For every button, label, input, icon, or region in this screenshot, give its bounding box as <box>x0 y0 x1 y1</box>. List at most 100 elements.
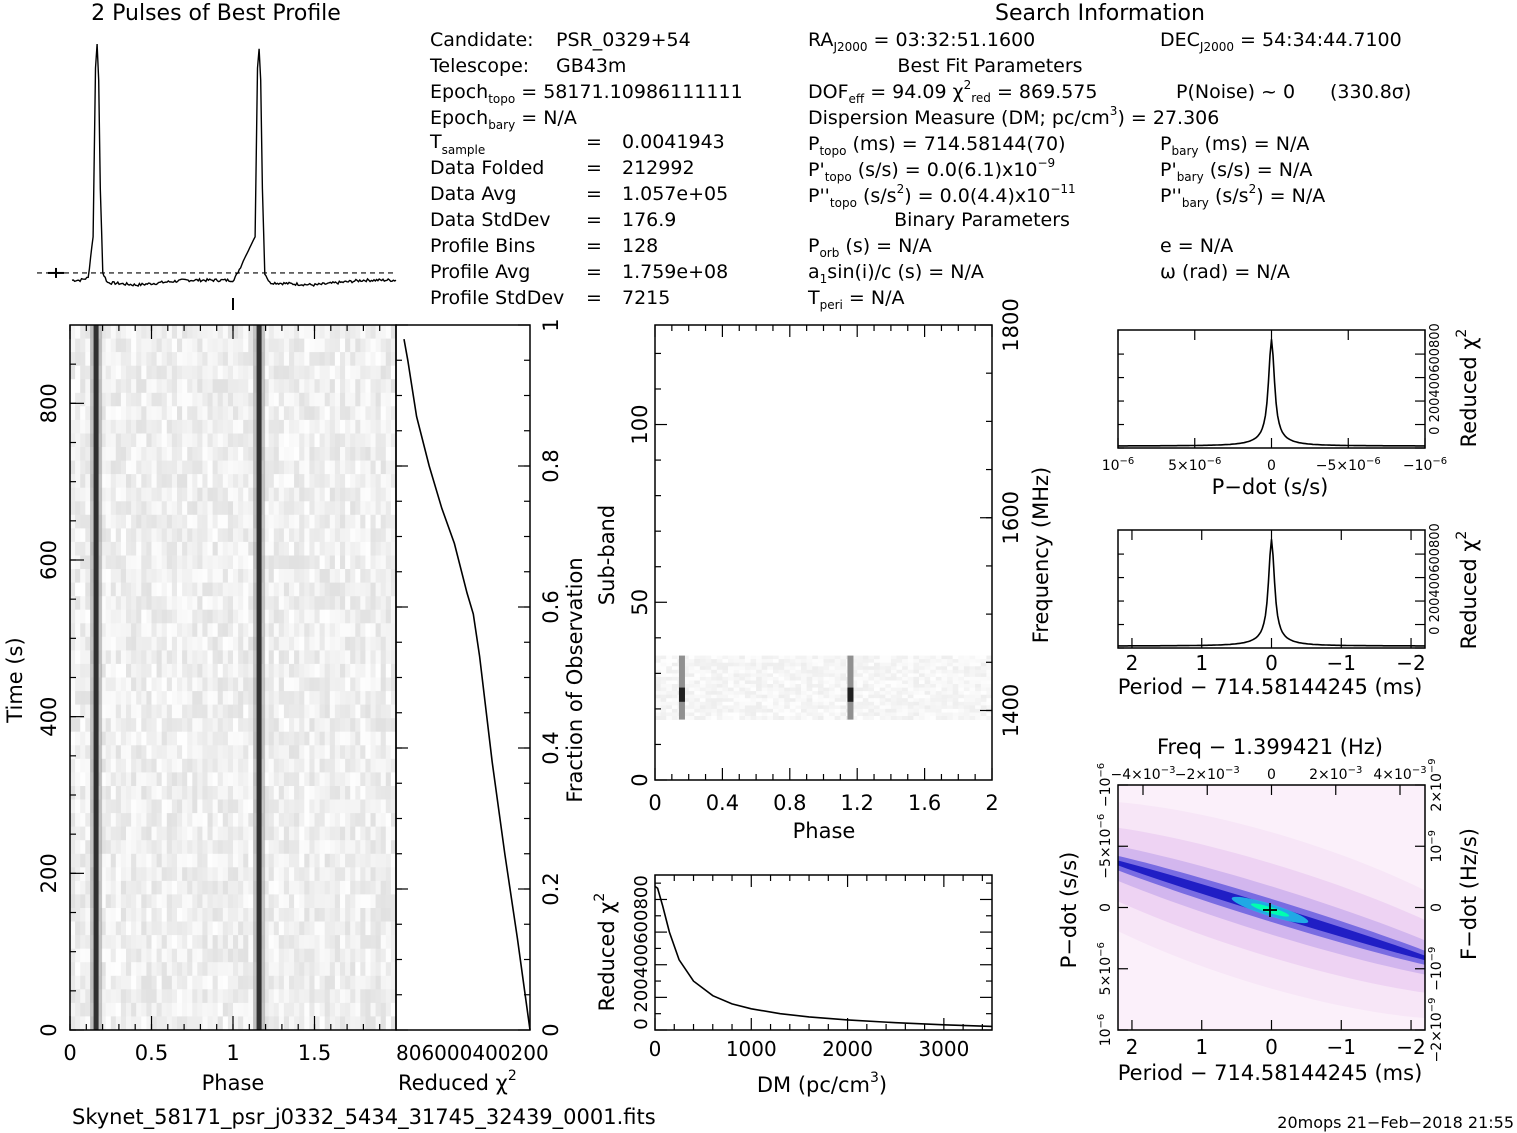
sb-cell <box>941 687 948 692</box>
tp-cell <box>212 935 219 950</box>
tp-cell <box>187 935 193 950</box>
sb-cell <box>958 655 965 660</box>
tp-cell <box>283 813 290 828</box>
tp-cell <box>248 786 254 801</box>
tp-cell <box>370 758 377 773</box>
tp-cell <box>151 799 158 814</box>
tp-cell <box>319 894 326 909</box>
sb-cell <box>857 698 864 703</box>
tp-cell <box>283 338 290 353</box>
tp-cell <box>314 338 321 353</box>
sb-cell <box>688 701 695 706</box>
tp-cell <box>105 786 112 801</box>
sb-cell <box>823 687 830 692</box>
tp-cell <box>309 501 315 516</box>
tp-cell <box>370 555 377 570</box>
sb-cell <box>919 708 925 713</box>
tp-cell <box>85 935 91 950</box>
tp-cell <box>202 663 208 678</box>
sb-cell <box>716 684 723 688</box>
tp-cell <box>207 786 214 801</box>
tp-cell <box>80 894 86 909</box>
sb-cell <box>840 698 847 703</box>
tp-cell <box>370 826 377 841</box>
sb-cell <box>840 662 847 667</box>
sb-cell <box>666 708 673 713</box>
tp-cell <box>380 569 387 584</box>
tp-cell <box>115 962 122 977</box>
tp-cell <box>100 352 107 367</box>
tp-cell <box>136 704 142 719</box>
tp-cell <box>314 935 321 950</box>
tp-cell <box>329 636 336 651</box>
sb-cell <box>935 698 942 703</box>
tp-cell <box>390 867 397 882</box>
tp-cell <box>177 365 183 380</box>
tp-cell <box>227 487 234 502</box>
tp-cell <box>70 853 76 868</box>
tp-cell <box>390 325 397 340</box>
tp-cell <box>278 460 285 475</box>
tp-ytick-label: 200 <box>37 853 61 893</box>
tp-cell <box>289 474 295 489</box>
sb-cell <box>930 676 937 681</box>
sb-cell <box>773 698 779 703</box>
profile-stddev-label: Profile StdDev <box>430 287 564 309</box>
tp-cell <box>166 569 173 584</box>
tp-cell <box>355 975 361 990</box>
tp-cell <box>197 514 203 529</box>
sb-cell <box>778 684 785 688</box>
tp-cell <box>355 1002 361 1017</box>
tp-cell <box>309 826 315 841</box>
tp-cell <box>345 1002 351 1017</box>
tp-cell <box>166 338 173 353</box>
tp-cell <box>177 745 183 760</box>
tp-cell <box>126 1016 132 1031</box>
tp-cell <box>268 853 275 868</box>
sb-cell <box>862 708 869 713</box>
tp-cell <box>283 962 290 977</box>
tp-cell <box>222 338 229 353</box>
sb-cell <box>688 673 695 678</box>
tp-cell <box>141 731 147 746</box>
tp-cell <box>390 975 397 990</box>
tp-cell <box>248 758 254 773</box>
sb-cell <box>778 662 785 667</box>
sb-cell <box>671 687 678 692</box>
tp-cell <box>197 677 203 692</box>
tp-cell <box>217 352 224 367</box>
tp-cell <box>309 352 315 367</box>
tp-cell <box>263 1002 270 1017</box>
tp-cell <box>212 840 219 855</box>
sb-cell <box>722 662 729 667</box>
tp-cell <box>151 704 158 719</box>
tp-cell <box>75 921 81 936</box>
sb-cell <box>711 691 718 696</box>
tp-cell <box>177 325 183 340</box>
tp-cell <box>217 894 224 909</box>
sb-cell <box>767 680 774 685</box>
tp-cell <box>355 826 361 841</box>
sb-cell <box>733 705 740 710</box>
tp-cell <box>278 894 285 909</box>
sb-cell <box>756 716 763 720</box>
tp-cell <box>100 826 107 841</box>
sb-cell <box>986 698 993 703</box>
sb-cell <box>868 694 875 699</box>
tp-cell <box>324 419 331 434</box>
tp-cell <box>80 555 86 570</box>
tp-cell <box>385 840 392 855</box>
sb-cell <box>705 680 712 685</box>
sb-cell <box>890 673 897 678</box>
dm-label: Dispersion Measure (DM; pc/cm3) = 27.306 <box>808 104 1219 129</box>
tp-cell <box>85 962 91 977</box>
tp-cell <box>380 487 387 502</box>
tp-cell <box>299 691 305 706</box>
tp-cell <box>105 636 112 651</box>
tp-cell <box>136 691 142 706</box>
tp-cell <box>273 813 280 828</box>
sb-cell <box>829 684 836 688</box>
tp-cell <box>299 474 305 489</box>
tp-cell <box>80 582 86 597</box>
tp-cell <box>375 799 382 814</box>
